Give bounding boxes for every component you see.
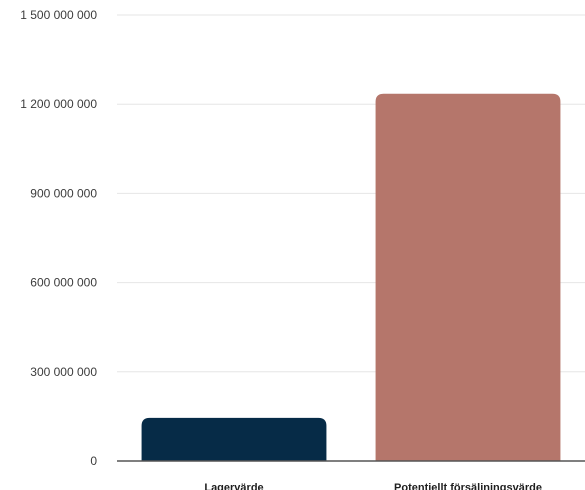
y-tick-label: 1 500 000 000 <box>20 8 97 22</box>
y-tick-label: 600 000 000 <box>30 276 97 290</box>
x-category-label: Potentiellt försäljningsvärde <box>394 482 542 490</box>
y-tick-label: 1 200 000 000 <box>20 97 97 111</box>
x-category-label: Lagervärde <box>204 482 263 490</box>
bar <box>141 417 327 461</box>
y-tick-label: 300 000 000 <box>30 365 97 379</box>
bar <box>375 93 561 461</box>
y-axis-ticks: 0 300 000 000 600 000 000 900 000 000 1 200 … <box>20 8 97 468</box>
x-axis-labels: Lagervärde Potentiellt försäljningsvärde <box>204 482 542 490</box>
y-tick-label: 900 000 000 <box>30 186 97 200</box>
y-tick-label: 0 <box>90 454 97 468</box>
bars <box>141 93 561 461</box>
